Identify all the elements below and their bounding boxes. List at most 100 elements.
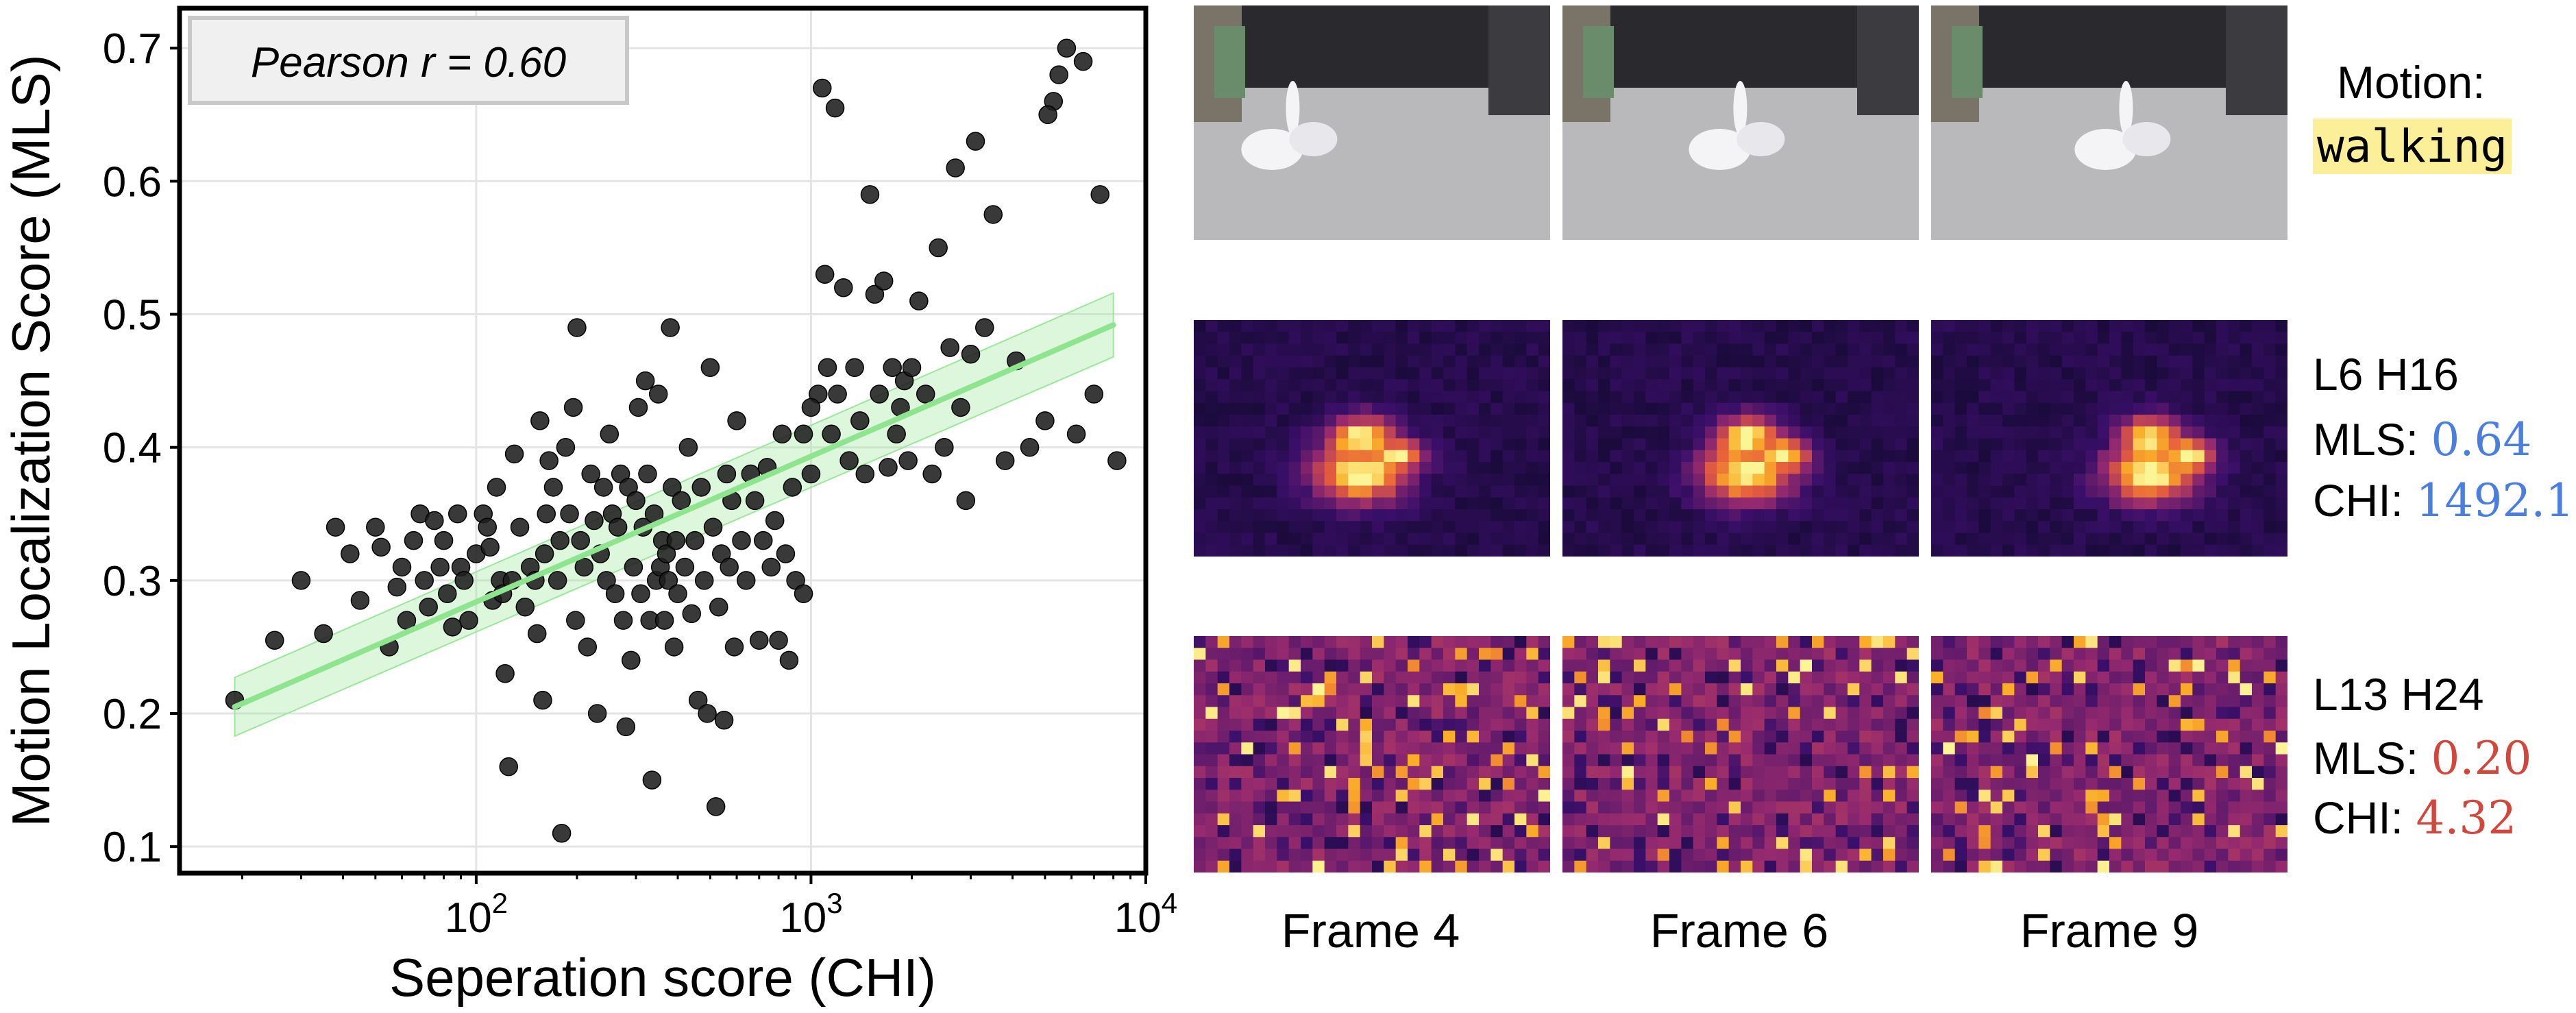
heatmap-cell <box>1705 766 1717 779</box>
heatmap-cell <box>1669 426 1682 439</box>
heatmap-cell <box>2133 426 2146 439</box>
data-point <box>404 530 424 550</box>
heatmap-cell <box>2026 415 2039 427</box>
heatmap-cell <box>1800 426 1813 439</box>
heatmap-cell <box>1348 474 1361 486</box>
heatmap-cell <box>2192 648 2205 660</box>
heatmap-cell <box>1229 343 1242 356</box>
heatmap-cell <box>2050 683 2063 696</box>
heatmap-cell <box>1241 754 1254 767</box>
heatmap-cell <box>1562 402 1575 415</box>
heatmap-cell <box>2097 544 2110 557</box>
heatmap-cell <box>1634 415 1646 427</box>
heatmap-cell <box>1384 474 1397 486</box>
heatmap-cell <box>2157 849 2170 862</box>
heatmap-cell <box>1467 695 1480 707</box>
data-point <box>515 597 535 617</box>
heatmap-cell <box>1408 438 1420 451</box>
heatmap-cell <box>1467 343 1480 356</box>
heatmap-cell <box>1835 509 1848 522</box>
heatmap-cell <box>2026 533 2039 546</box>
heatmap-cell <box>1502 355 1515 368</box>
heatmap-cell <box>1372 521 1384 533</box>
heatmap-cell <box>2074 521 2086 533</box>
heatmap-cell <box>1312 648 1325 660</box>
data-point <box>1020 437 1040 457</box>
heatmap-cell <box>1657 860 1670 872</box>
heatmap-cell <box>1717 332 1730 344</box>
heatmap-cell <box>1419 754 1432 767</box>
heatmap-cell <box>2074 497 2086 510</box>
data-point <box>717 464 737 484</box>
heatmap-cell <box>1967 509 1979 522</box>
heatmap-cell <box>2181 683 2193 696</box>
heatmap-cell <box>2121 754 2134 767</box>
heatmap-cell <box>1728 801 1741 814</box>
heatmap-cell <box>2050 801 2063 814</box>
heatmap-cell <box>1360 497 1373 510</box>
heatmap-cell <box>1502 332 1515 344</box>
heatmap-cell <box>1883 707 1896 720</box>
heatmap-cell <box>1455 648 1468 660</box>
heatmap-cell <box>1431 766 1444 779</box>
heatmap-cell <box>1502 636 1515 648</box>
heatmap-cell <box>1217 683 1230 696</box>
heatmap-cell <box>1586 497 1599 510</box>
heatmap-cell <box>1419 485 1432 498</box>
heatmap-cell <box>1574 474 1587 486</box>
heatmap-cell <box>1978 485 1991 498</box>
heatmap-cell <box>2074 636 2086 648</box>
heatmap-cell <box>1967 860 1979 872</box>
heatmap-cell <box>1467 462 1480 474</box>
heatmap-cell <box>1610 813 1623 826</box>
heatmap-cell <box>1419 671 1432 684</box>
heatmap-cell <box>1931 426 1943 439</box>
heatmap-cell <box>1502 837 1515 849</box>
heatmap-cell <box>1479 544 1491 557</box>
heatmap-cell <box>2002 707 2015 720</box>
heatmap-cell <box>2026 426 2039 439</box>
heatmap-cell <box>2121 648 2134 660</box>
heatmap-cell <box>1336 533 1349 546</box>
heatmap-cell <box>1859 415 1872 427</box>
heatmap-cell <box>1336 544 1349 557</box>
heatmap-cell <box>1586 683 1599 696</box>
heatmap-cell <box>1194 497 1206 510</box>
heatmap-cell <box>1681 497 1694 510</box>
heatmap-cell <box>1598 509 1610 522</box>
heatmap-cell <box>2050 462 2063 474</box>
heatmap-cell <box>1301 837 1313 849</box>
heatmap-cell <box>1859 813 1872 826</box>
heatmap-cell <box>2145 860 2157 872</box>
heatmap-cell <box>2157 837 2170 849</box>
heatmap-cell <box>1538 509 1550 522</box>
heatmap-cell <box>1621 497 1634 510</box>
heatmap-cell <box>1835 671 1848 684</box>
heatmap-cell <box>1395 521 1408 533</box>
heatmap-cell <box>2145 801 2157 814</box>
heatmap-cell <box>1705 343 1717 356</box>
heatmap-cell <box>1538 707 1550 720</box>
heatmap-cell <box>1312 731 1325 743</box>
heatmap-cell <box>1586 485 1599 498</box>
heatmap-cell <box>2061 402 2074 415</box>
heatmap-cell <box>2228 415 2241 427</box>
heatmap-cell <box>1824 778 1837 790</box>
heatmap-cell <box>1324 718 1337 731</box>
heatmap-cell <box>1693 415 1706 427</box>
heatmap-cell <box>1800 695 1813 707</box>
heatmap-cell <box>1301 695 1313 707</box>
heatmap-cell <box>1859 754 1872 767</box>
heatmap-cell <box>2014 438 2027 451</box>
heatmap-cell <box>1610 742 1623 755</box>
heatmap-cell <box>2133 485 2146 498</box>
heatmap-cell <box>1741 683 1753 696</box>
heatmap-cell <box>1502 671 1515 684</box>
heatmap-cell <box>2026 790 2039 802</box>
heatmap-cell <box>2275 332 2287 344</box>
heatmap-cell <box>1610 825 1623 838</box>
heatmap-cell <box>1824 474 1837 486</box>
heatmap-cell <box>2085 695 2098 707</box>
heatmap-cell <box>1467 450 1480 463</box>
heatmap-cell <box>2121 825 2134 838</box>
